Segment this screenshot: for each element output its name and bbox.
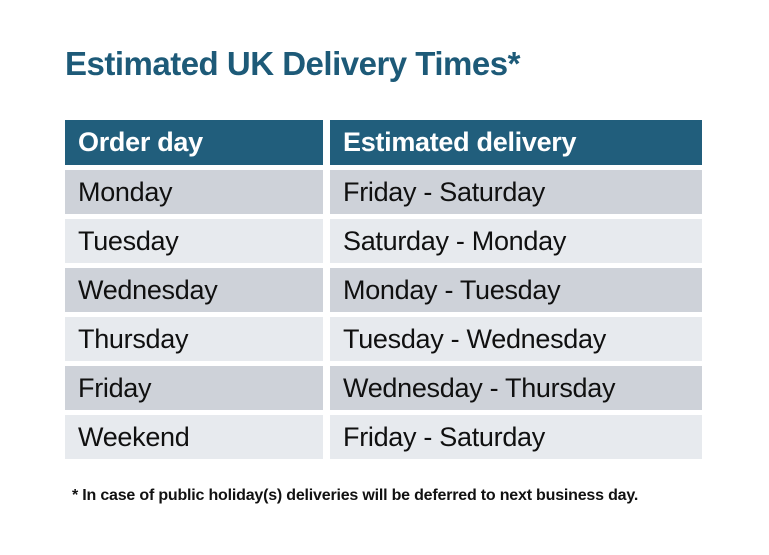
estimated-delivery-cell: Saturday - Monday — [330, 219, 702, 263]
order-day-cell: Wednesday — [65, 268, 323, 312]
estimated-delivery-cell: Friday - Saturday — [330, 170, 702, 214]
estimated-delivery-cell: Monday - Tuesday — [330, 268, 702, 312]
column-header-order-day: Order day — [65, 120, 323, 165]
delivery-times-table: Order day Estimated delivery Monday Frid… — [65, 120, 702, 459]
column-header-estimated-delivery: Estimated delivery — [330, 120, 702, 165]
order-day-cell: Friday — [65, 366, 323, 410]
order-day-cell: Monday — [65, 170, 323, 214]
page-title: Estimated UK Delivery Times* — [65, 45, 520, 82]
estimated-delivery-cell: Wednesday - Thursday — [330, 366, 702, 410]
estimated-delivery-cell: Tuesday - Wednesday — [330, 317, 702, 361]
order-day-cell: Tuesday — [65, 219, 323, 263]
order-day-cell: Thursday — [65, 317, 323, 361]
order-day-cell: Weekend — [65, 415, 323, 459]
estimated-delivery-cell: Friday - Saturday — [330, 415, 702, 459]
footnote: * In case of public holiday(s) deliverie… — [72, 487, 639, 504]
